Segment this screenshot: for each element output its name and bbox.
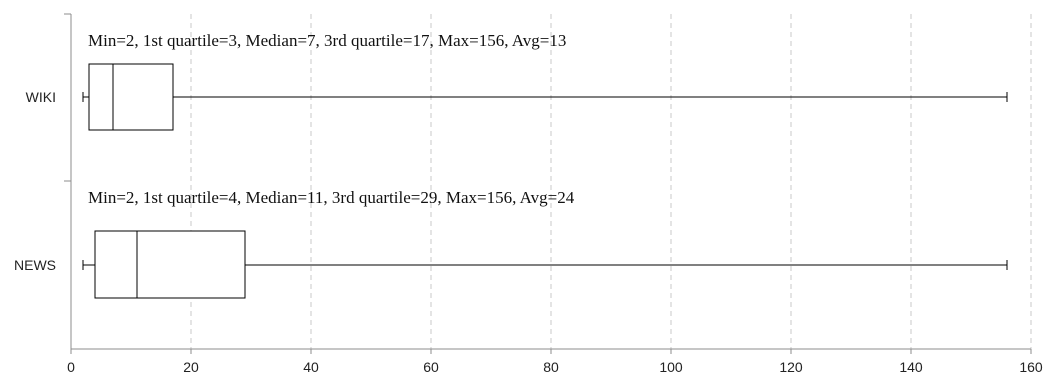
stats-annotation-news: Min=2, 1st quartile=4, Median=11, 3rd qu… [88,188,575,207]
stats-annotation-wiki: Min=2, 1st quartile=3, Median=7, 3rd qua… [88,31,566,50]
x-tick-labels: 0 20 40 60 80 100 120 140 160 [67,349,1043,375]
x-tick-label-6: 120 [779,359,803,375]
x-tick-label-4: 80 [543,359,559,375]
category-label-news: NEWS [14,257,56,273]
x-tick-label-0: 0 [67,359,75,375]
iqr-box [94,230,246,299]
axes [64,13,1031,350]
box-news: NEWS Min=2, 1st quartile=4, Median=11, 3r… [14,188,1008,299]
category-label-wiki: WIKI [26,89,56,105]
box-series: WIKI Min=2, 1st quartile=3, Median=7, 3rd… [14,31,1008,299]
box-wiki: WIKI Min=2, 1st quartile=3, Median=7, 3rd… [26,31,1008,131]
x-tick-label-3: 60 [423,359,439,375]
x-tick-label-8: 160 [1019,359,1043,375]
x-tick-label-5: 100 [659,359,683,375]
iqr-box [88,63,174,131]
x-tick-label-7: 140 [899,359,923,375]
x-tick-label-2: 40 [303,359,319,375]
x-tick-label-1: 20 [183,359,199,375]
grid-lines [190,14,1032,349]
